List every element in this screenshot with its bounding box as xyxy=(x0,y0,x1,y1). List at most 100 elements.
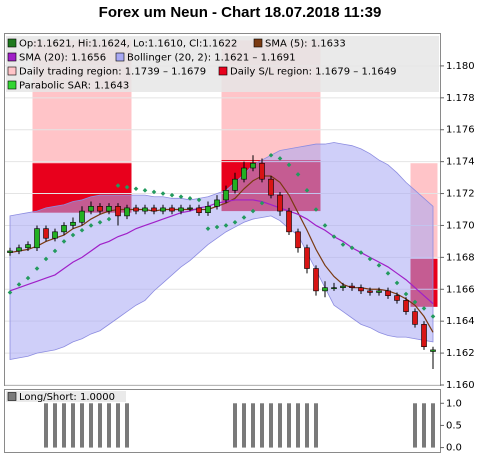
candle-body xyxy=(124,207,130,217)
bar xyxy=(287,403,291,448)
bar xyxy=(314,403,318,448)
bar xyxy=(305,403,309,448)
candle-body xyxy=(286,210,292,233)
sar-dot xyxy=(106,216,112,222)
candle-body xyxy=(259,162,265,180)
bar xyxy=(296,403,300,448)
sar-dot xyxy=(70,232,76,238)
sar-dot xyxy=(160,191,166,196)
sar-dot xyxy=(358,250,364,255)
legend-label: Long/Short: 1.0000 xyxy=(19,392,115,403)
candle-body xyxy=(358,287,364,292)
bar xyxy=(422,403,426,448)
candle-body xyxy=(88,206,94,212)
sar-dot xyxy=(304,188,310,193)
legend-label: Op:1.1621, Hi:1.1624, Lo:1.1610, Cl:1.16… xyxy=(19,39,237,50)
sar-dot xyxy=(205,226,211,231)
candle-body xyxy=(16,247,22,252)
sar-dot xyxy=(385,271,391,276)
bar xyxy=(125,403,129,448)
sar-dot xyxy=(430,314,436,319)
candle-body xyxy=(394,295,400,301)
y-tick-label: 1.166 xyxy=(446,284,475,295)
sar-dot xyxy=(403,291,409,297)
candle-body xyxy=(367,290,373,293)
candle-body xyxy=(52,231,58,239)
candle-body xyxy=(241,167,247,180)
candle-body xyxy=(313,268,319,292)
candle-body xyxy=(43,228,49,239)
sar-dot xyxy=(421,306,427,311)
candle-body xyxy=(295,231,301,249)
sar-dot xyxy=(331,234,337,239)
candle-body xyxy=(268,178,274,196)
sar-dot xyxy=(268,152,274,158)
sar-dot xyxy=(322,223,328,228)
sar-dot xyxy=(169,192,175,198)
bar xyxy=(413,403,417,448)
candle-body xyxy=(196,207,202,213)
sar-dot xyxy=(340,242,346,247)
candle-body xyxy=(70,221,76,226)
candle-body xyxy=(169,207,175,212)
legend-swatch xyxy=(115,52,125,62)
sar-dot xyxy=(115,183,121,188)
sar-dot xyxy=(88,223,94,228)
bar xyxy=(242,403,246,448)
y-tick-label: 1.178 xyxy=(446,93,475,104)
y-tick-label: 1.180 xyxy=(446,61,475,72)
sar-dot xyxy=(142,188,148,193)
candle-body xyxy=(205,206,211,213)
candle-body xyxy=(61,225,67,233)
candle-body xyxy=(142,207,148,212)
bar xyxy=(89,403,93,448)
bar xyxy=(53,403,57,448)
sar-dot xyxy=(7,290,13,295)
legend-swatch xyxy=(7,80,17,90)
sar-dot xyxy=(214,224,220,230)
sar-dot xyxy=(16,282,22,287)
bar xyxy=(116,403,120,448)
sar-dot xyxy=(223,223,229,228)
bar xyxy=(278,403,282,448)
sar-dot xyxy=(79,227,85,233)
candle-body xyxy=(403,300,409,312)
sar-dot xyxy=(412,299,418,305)
sar-dot xyxy=(313,207,319,212)
sar-dot xyxy=(349,245,355,251)
bar xyxy=(269,403,273,448)
y-tick-label: 1.174 xyxy=(446,157,475,168)
y-tick-label: 1.176 xyxy=(446,125,475,136)
sar-dot xyxy=(178,194,184,200)
candle-body xyxy=(106,206,112,212)
legend-swatch xyxy=(253,38,263,48)
sar-dot xyxy=(250,208,256,214)
sar-dot xyxy=(34,266,40,271)
candle-body xyxy=(178,207,184,212)
candle-body xyxy=(430,349,436,352)
legend-box xyxy=(6,391,126,402)
candle-body xyxy=(34,228,40,249)
bar xyxy=(44,403,48,448)
legend-label: Daily S/L region: 1.1679 – 1.1649 xyxy=(230,67,396,78)
candle-body xyxy=(133,207,139,212)
bar xyxy=(71,403,75,448)
candle-body xyxy=(277,194,283,212)
bar xyxy=(233,403,237,448)
candle-body xyxy=(151,207,157,212)
candle-body xyxy=(232,178,238,191)
candle-body xyxy=(304,247,310,269)
y-tick-label: 1.160 xyxy=(446,380,475,391)
sar-dot xyxy=(295,172,301,177)
y-tick-label: 1.172 xyxy=(446,189,475,200)
bar xyxy=(251,403,255,448)
y-tick-label: 1.170 xyxy=(446,220,475,231)
candle-body xyxy=(214,199,220,207)
chart-title: Forex um Neun - Chart 18.07.2018 11:39 xyxy=(99,4,382,21)
legend-label: Daily trading region: 1.1739 – 1.1679 xyxy=(19,67,206,78)
y-tick-label: 0.5 xyxy=(446,420,462,431)
legend: Op:1.1621, Hi:1.1624, Lo:1.1610, Cl:1.16… xyxy=(6,36,439,403)
bar xyxy=(80,403,84,448)
